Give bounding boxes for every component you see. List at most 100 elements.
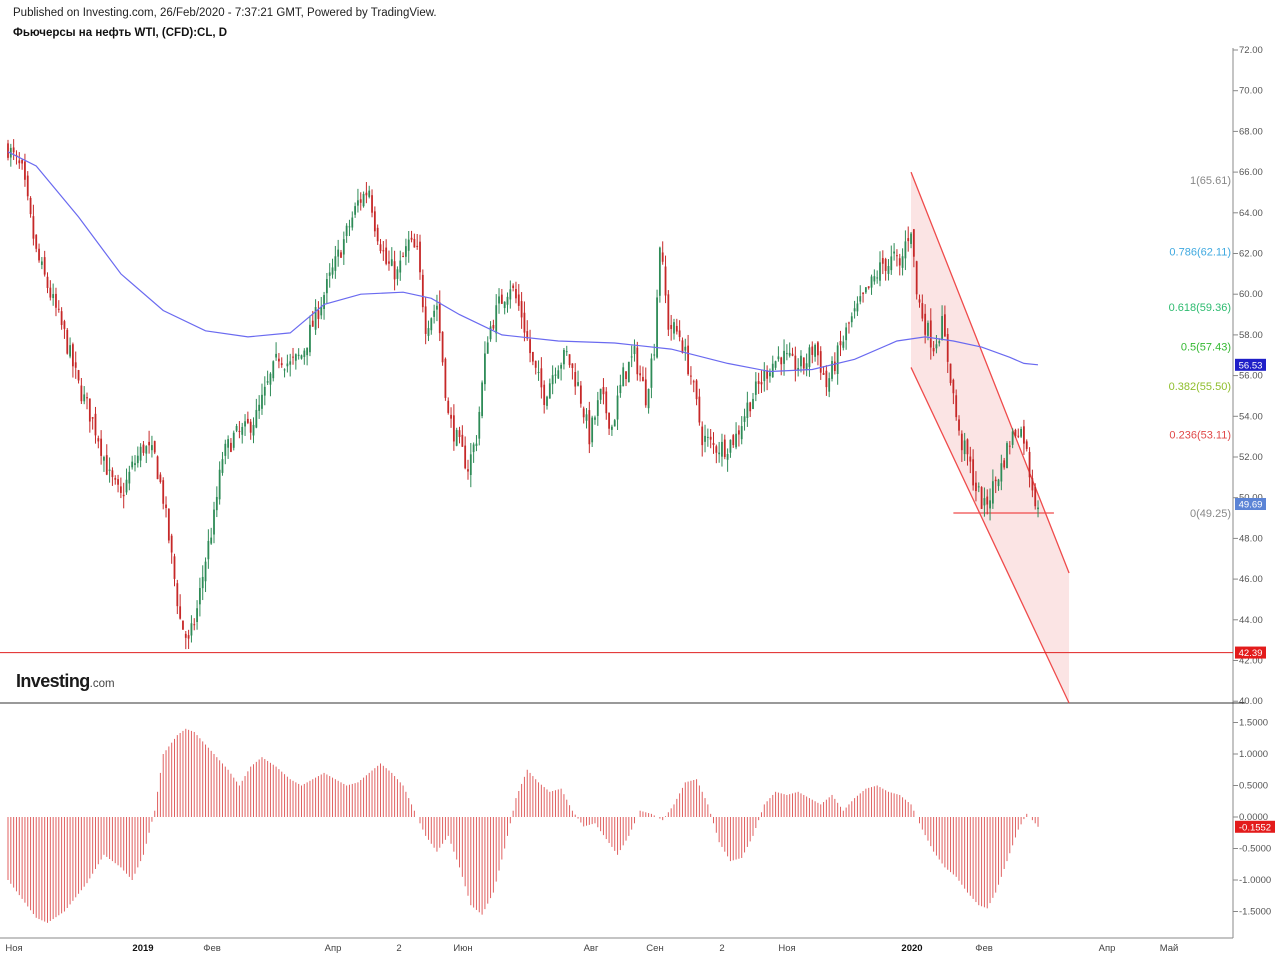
- candle-body: [221, 459, 224, 473]
- candle-body: [678, 330, 681, 338]
- candle-body: [862, 292, 864, 295]
- candle-body: [385, 247, 388, 264]
- candle-body: [997, 479, 1000, 487]
- instrument-title: Фьючерсы на нефть WTI, (CFD):CL, D: [13, 27, 228, 39]
- candle-body: [311, 320, 314, 327]
- candle-body: [969, 456, 972, 462]
- y-tick-label: 56.00: [1239, 371, 1263, 382]
- candle-body: [842, 341, 845, 348]
- candle-body: [131, 461, 134, 468]
- candle-body: [365, 192, 368, 196]
- y-tick-label: 72.00: [1239, 45, 1263, 56]
- candlesticks: [7, 139, 1039, 650]
- candle-body: [29, 197, 32, 215]
- candle-body: [1034, 486, 1037, 507]
- x-tick-label: Ноя: [778, 943, 795, 954]
- candle-body: [726, 454, 729, 460]
- candle-body: [599, 388, 602, 400]
- candle-body: [261, 394, 263, 409]
- candle-body: [100, 438, 103, 456]
- candle-body: [938, 341, 941, 344]
- candle-body: [492, 325, 495, 329]
- candle-body: [769, 372, 771, 377]
- down-channel: [910, 171, 1070, 704]
- candle-body: [244, 421, 246, 427]
- candle-body: [896, 255, 898, 257]
- candle-body: [582, 408, 585, 418]
- candle-body: [579, 385, 582, 404]
- candle-body: [797, 367, 800, 371]
- candle-body: [960, 433, 963, 451]
- candle-body: [413, 238, 416, 248]
- candle-body: [907, 238, 910, 242]
- y-tick-label: 58.00: [1239, 330, 1263, 341]
- axes-frame: [0, 48, 1245, 939]
- candle-body: [371, 195, 373, 213]
- candle-body: [334, 256, 337, 271]
- candle-body: [46, 276, 49, 288]
- candle-body: [1014, 429, 1017, 437]
- candle-body: [235, 426, 238, 431]
- candle-body: [399, 260, 402, 273]
- candle-body: [534, 360, 537, 368]
- candle-body: [991, 481, 994, 504]
- candle-body: [210, 537, 213, 544]
- x-tick-label: Апр: [325, 943, 342, 954]
- candle-body: [294, 354, 297, 361]
- channel-fill: [911, 172, 1070, 702]
- candle-body: [176, 583, 179, 607]
- candle-body: [873, 276, 876, 282]
- candle-body: [537, 371, 540, 373]
- candle-body: [563, 349, 565, 365]
- candle-body: [204, 561, 207, 582]
- candle-body: [771, 363, 774, 378]
- candle-body: [119, 486, 122, 493]
- candle-body: [989, 500, 991, 509]
- candle-body: [35, 234, 38, 249]
- candle-body: [252, 424, 255, 436]
- candle-body: [167, 508, 170, 541]
- candle-body: [715, 446, 718, 453]
- candle-body: [467, 469, 469, 472]
- time-axis: Ноя 2019 Фев Апр 2 Июн Авг Сен 2 Ноя 2020 Фев Апр Май: [5, 943, 1178, 954]
- candle-body: [393, 261, 396, 280]
- y-tick-label: 54.00: [1239, 411, 1263, 422]
- candle-body: [49, 287, 52, 298]
- x-tick-label: Фев: [975, 943, 993, 954]
- candle-body: [21, 160, 24, 164]
- candle-body: [653, 354, 656, 356]
- y-tick-label: 64.00: [1239, 208, 1263, 219]
- candle-body: [876, 277, 879, 279]
- candle-body: [421, 274, 424, 308]
- candle-body: [246, 418, 249, 423]
- candle-body: [201, 576, 204, 589]
- candle-body: [184, 633, 187, 638]
- candle-body: [675, 325, 678, 332]
- candle-body: [1031, 478, 1034, 491]
- candle-body: [664, 266, 667, 296]
- candle-body: [949, 363, 952, 384]
- investing-logo: Investing.com: [16, 671, 115, 692]
- candle-body: [740, 426, 743, 440]
- candle-body: [983, 498, 986, 506]
- y-tick-label: 66.00: [1239, 167, 1263, 178]
- candle-body: [227, 439, 230, 448]
- candle-body: [213, 509, 215, 535]
- candle-body: [83, 394, 86, 402]
- candle-body: [560, 364, 563, 369]
- support-badge-bg: [1235, 646, 1266, 659]
- candle-body: [529, 339, 531, 354]
- candle-body: [337, 249, 340, 257]
- candle-body: [60, 311, 63, 325]
- candle-body: [15, 154, 18, 156]
- x-tick-label: 2020: [901, 943, 922, 954]
- candle-body: [864, 287, 867, 293]
- candle-body: [275, 353, 277, 358]
- candle-body: [1006, 443, 1008, 469]
- candle-body: [577, 382, 579, 386]
- candle-body: [331, 267, 334, 275]
- candle-body: [802, 357, 805, 369]
- candle-body: [986, 496, 989, 505]
- candle-body: [114, 478, 117, 480]
